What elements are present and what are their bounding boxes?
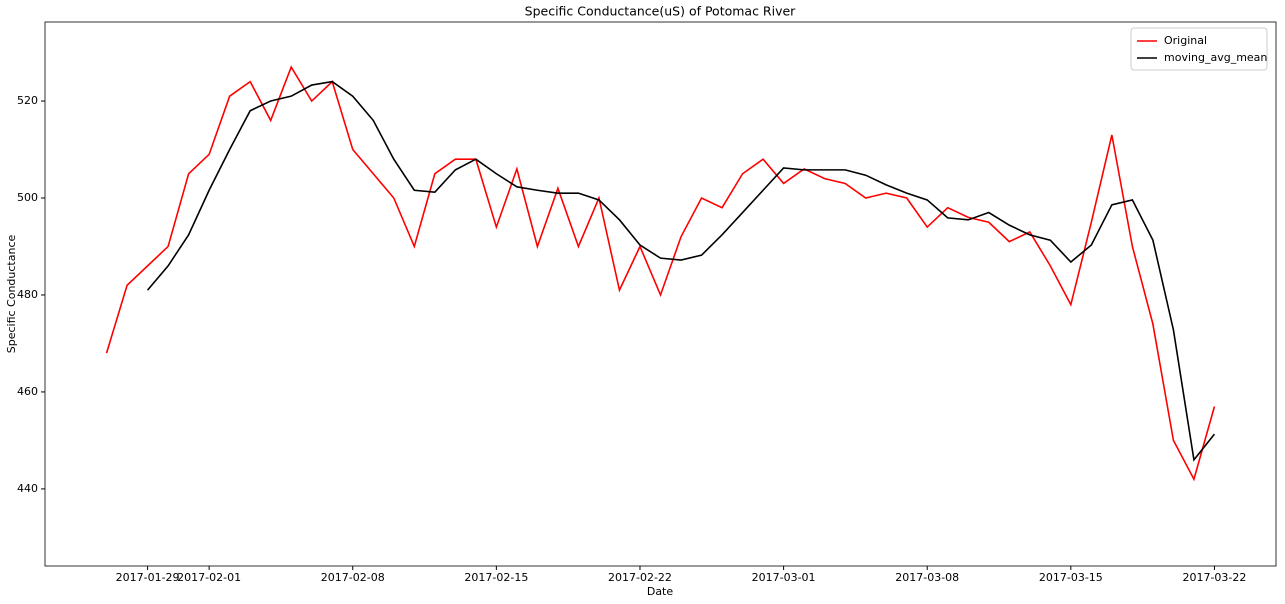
x-tick-label: 2017-03-08 [895, 571, 959, 584]
x-tick-label: 2017-02-08 [321, 571, 385, 584]
x-tick-label: 2017-02-22 [608, 571, 672, 584]
x-tick-label: 2017-02-15 [464, 571, 528, 584]
x-tick-label: 2017-01-29 [116, 571, 180, 584]
y-tick-label: 440 [17, 482, 38, 495]
data-line [146, 80, 1216, 462]
plot-frame [44, 21, 1277, 567]
x-axis-label: Date [647, 585, 674, 598]
y-tick-label: 480 [17, 288, 38, 301]
y-tick-label: 460 [17, 385, 38, 398]
x-tick-label: 2017-03-15 [1039, 571, 1103, 584]
legend-label: Original [1164, 34, 1207, 47]
y-tick-label: 520 [17, 94, 38, 107]
legend-frame [1130, 27, 1268, 71]
chart-title: Specific Conductance(uS) of Potomac Rive… [525, 4, 797, 19]
x-tick-label: 2017-02-01 [177, 571, 241, 584]
legend: Original moving_avg_mean [1130, 27, 1268, 71]
x-tick-label: 2017-03-01 [752, 571, 816, 584]
data-line [105, 65, 1216, 482]
x-tick-label: 2017-03-22 [1182, 571, 1246, 584]
y-tick-label: 500 [17, 191, 38, 204]
y-axis-label: Specific Conductance [5, 235, 18, 354]
legend-label: moving_avg_mean [1164, 51, 1267, 64]
